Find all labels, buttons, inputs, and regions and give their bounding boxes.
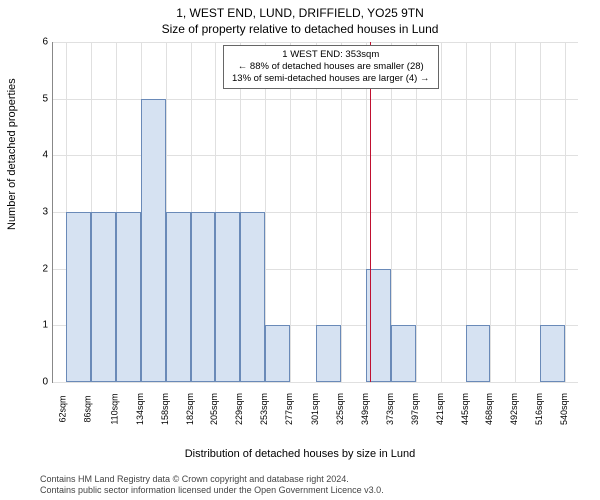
histogram-bar	[116, 212, 141, 382]
histogram-bar	[540, 325, 565, 382]
marker-info-box: 1 WEST END: 353sqm← 88% of detached hous…	[223, 45, 439, 89]
histogram-bar	[215, 212, 240, 382]
x-tick-label: 205sqm	[209, 393, 219, 425]
histogram-bar	[466, 325, 490, 382]
x-tick-label: 468sqm	[484, 393, 494, 425]
x-tick-label: 86sqm	[82, 395, 92, 422]
footer-line2: Contains public sector information licen…	[40, 485, 384, 495]
x-tick-label: 277sqm	[284, 393, 294, 425]
gridline-v	[341, 42, 342, 382]
x-tick-label: 397sqm	[410, 393, 420, 425]
histogram-bar	[240, 212, 265, 382]
footer-attribution: Contains HM Land Registry data © Crown c…	[40, 474, 384, 496]
footer-line1: Contains HM Land Registry data © Crown c…	[40, 474, 349, 484]
histogram-bar	[265, 325, 290, 382]
x-tick-label: 349sqm	[360, 393, 370, 425]
y-tick-label: 3	[36, 207, 48, 218]
histogram-bar	[66, 212, 91, 382]
histogram-bar	[191, 212, 215, 382]
x-tick-label: 445sqm	[460, 393, 470, 425]
y-tick-label: 5	[36, 93, 48, 104]
x-tick-label: 253sqm	[259, 393, 269, 425]
histogram-bar	[91, 212, 116, 382]
gridline-v	[441, 42, 442, 382]
x-tick-label: 229sqm	[234, 393, 244, 425]
gridline-h	[53, 382, 578, 383]
x-tick-label: 134sqm	[135, 393, 145, 425]
histogram-bar	[391, 325, 416, 382]
x-axis-label: Distribution of detached houses by size …	[0, 448, 600, 460]
marker-info-line: 13% of semi-detached houses are larger (…	[232, 73, 430, 85]
histogram-bar	[166, 212, 191, 382]
y-tick-label: 6	[36, 37, 48, 48]
plot-area: 1 WEST END: 353sqm← 88% of detached hous…	[52, 42, 578, 383]
marker-info-line: ← 88% of detached houses are smaller (28…	[232, 61, 430, 73]
x-tick-label: 182sqm	[185, 393, 195, 425]
chart-sub-title: Size of property relative to detached ho…	[0, 22, 600, 36]
gridline-v	[565, 42, 566, 382]
x-tick-label: 540sqm	[559, 393, 569, 425]
histogram-bar	[316, 325, 341, 382]
x-tick-label: 516sqm	[534, 393, 544, 425]
y-tick-label: 0	[36, 377, 48, 388]
x-tick-label: 421sqm	[435, 393, 445, 425]
y-tick-label: 4	[36, 150, 48, 161]
gridline-v	[290, 42, 291, 382]
x-tick-label: 373sqm	[385, 393, 395, 425]
chart-main-title: 1, WEST END, LUND, DRIFFIELD, YO25 9TN	[0, 6, 600, 20]
x-tick-label: 110sqm	[109, 393, 119, 424]
x-tick-label: 158sqm	[160, 393, 170, 425]
gridline-v	[490, 42, 491, 382]
marker-info-line: 1 WEST END: 353sqm	[232, 49, 430, 61]
gridline-v	[416, 42, 417, 382]
marker-line	[370, 42, 371, 382]
x-tick-label: 301sqm	[310, 393, 320, 425]
gridline-v	[515, 42, 516, 382]
y-axis-label: Number of detached properties	[6, 78, 18, 230]
x-tick-label: 325sqm	[335, 393, 345, 425]
histogram-bar	[141, 99, 166, 382]
y-tick-label: 2	[36, 263, 48, 274]
y-tick-label: 1	[36, 320, 48, 331]
x-tick-label: 62sqm	[57, 395, 67, 422]
x-tick-label: 492sqm	[509, 393, 519, 425]
